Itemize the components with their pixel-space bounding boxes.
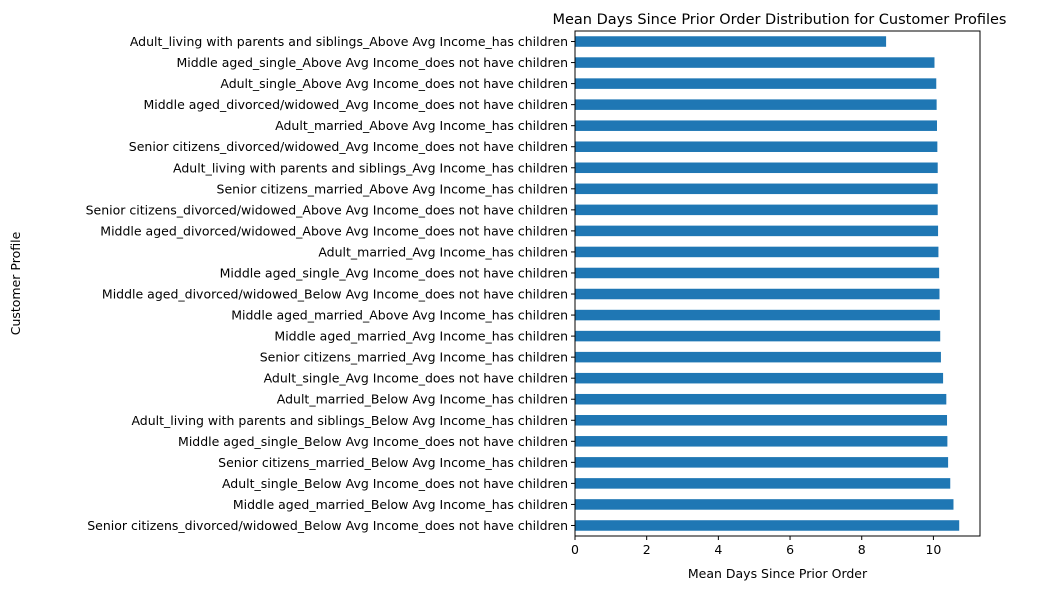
bar (575, 99, 937, 110)
y-tick-label: Adult_married_Above Avg Income_has child… (275, 118, 568, 133)
bar (575, 246, 939, 258)
y-tick-label: Adult_living with parents and siblings_B… (131, 413, 568, 428)
bar (575, 309, 940, 321)
y-tick-label: Middle aged_divorced/widowed_Above Avg I… (100, 223, 568, 238)
bar (575, 520, 960, 531)
y-tick-label: Adult_single_Avg Income_does not have ch… (264, 371, 568, 386)
bar (575, 141, 938, 152)
y-tick-label: Senior citizens_married_Above Avg Income… (217, 181, 568, 196)
y-tick-label: Senior citizens_divorced/widowed_Above A… (86, 202, 568, 217)
x-tick-label: 10 (925, 542, 941, 557)
x-tick-label: 2 (643, 542, 651, 557)
y-tick-label: Middle aged_divorced/widowed_Avg Income_… (143, 97, 568, 112)
y-tick-label: Adult_single_Below Avg Income_does not h… (222, 476, 568, 491)
axes-layer (574, 30, 981, 537)
bars-layer (575, 36, 960, 531)
bar (575, 351, 941, 363)
y-tick-label: Senior citizens_married_Below Avg Income… (218, 455, 568, 470)
bar (575, 393, 947, 405)
y-tick-label: Middle aged_single_Avg Income_does not h… (220, 265, 568, 280)
y-tick-label: Senior citizens_divorced/widowed_Below A… (87, 518, 568, 533)
y-tick-label: Middle aged_divorced/widowed_Below Avg I… (102, 287, 568, 302)
bar (575, 204, 938, 216)
y-tick-label: Adult_married_Avg Income_has children (318, 244, 568, 259)
bar (575, 57, 935, 68)
y-tick-label: Adult_living with parents and siblings_A… (130, 34, 568, 49)
x-ticks-layer: 0 2 4 6 8 10 (571, 536, 941, 557)
bar (575, 415, 948, 426)
bar (575, 78, 937, 89)
y-tick-label: Adult_single_Above Avg Income_does not h… (220, 76, 568, 91)
bar (575, 183, 938, 195)
x-tick-label: 0 (571, 542, 579, 557)
bar (575, 267, 940, 279)
bar (575, 120, 937, 131)
bar (575, 478, 951, 489)
y-tick-label: Middle aged_single_Below Avg Income_does… (178, 434, 568, 449)
bar (575, 436, 948, 447)
bar (575, 36, 887, 47)
y-tick-label: Senior citizens_divorced/widowed_Avg Inc… (129, 139, 568, 154)
y-tick-label: Adult_living with parents and siblings_A… (173, 160, 568, 175)
x-axis-title: Mean Days Since Prior Order (688, 566, 868, 581)
bar (575, 288, 940, 300)
bar (575, 162, 938, 174)
x-tick-label: 6 (786, 542, 794, 557)
bar (575, 457, 949, 468)
y-tick-label: Adult_married_Below Avg Income_has child… (277, 392, 568, 407)
x-tick-label: 4 (714, 542, 722, 557)
y-tick-label: Middle aged_married_Below Avg Income_has… (233, 497, 568, 512)
y-tick-label: Middle aged_married_Avg Income_has child… (274, 329, 568, 344)
y-tick-label: Middle aged_single_Above Avg Income_does… (176, 55, 568, 70)
y-labels-layer: Adult_living with parents and siblings_A… (86, 34, 575, 533)
chart-title: Mean Days Since Prior Order Distribution… (552, 12, 1006, 28)
bar (575, 372, 944, 384)
plot-frame (574, 30, 981, 537)
x-tick-label: 8 (858, 542, 866, 557)
bar (575, 330, 941, 342)
y-axis-title: Customer Profile (8, 231, 23, 335)
y-tick-label: Middle aged_married_Above Avg Income_has… (231, 308, 568, 323)
bar (575, 499, 954, 510)
y-tick-label: Senior citizens_married_Avg Income_has c… (260, 350, 568, 365)
bar (575, 225, 939, 237)
